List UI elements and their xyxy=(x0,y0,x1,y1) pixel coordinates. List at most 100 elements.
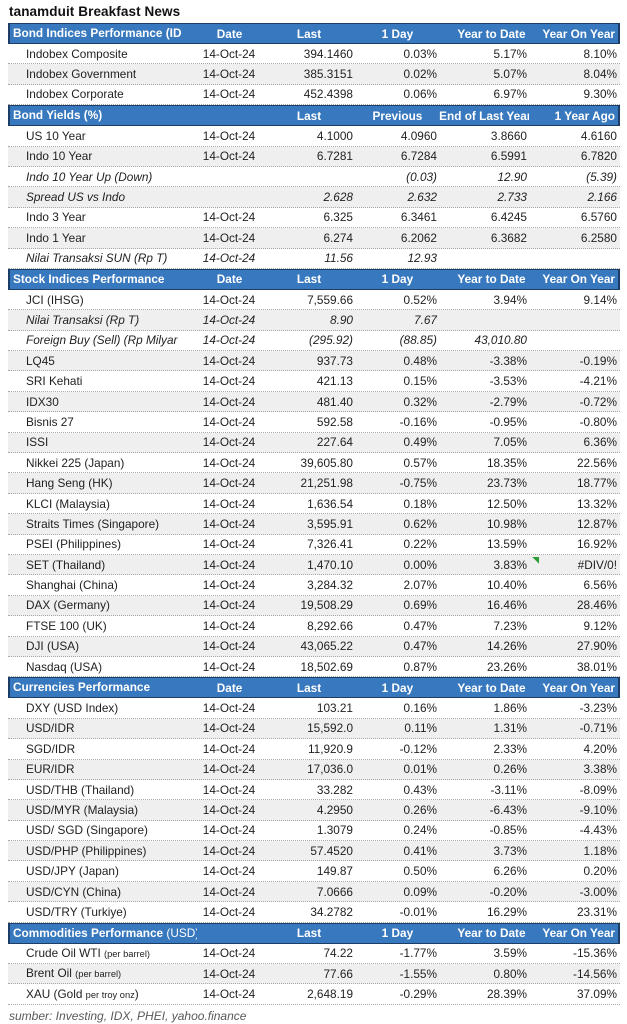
table-row: EUR/IDR 14-Oct-24 17,036.0 0.01% 0.26% 3.38% xyxy=(8,759,620,780)
row-label: Brent Oil xyxy=(26,966,76,981)
cell-date: 14-Oct-24 xyxy=(202,598,256,613)
column-header-cell-col3: Year On Year xyxy=(542,680,615,695)
row-label: DJI (USA) xyxy=(26,639,80,654)
cell-name: USD/JPY (Japan) xyxy=(8,861,196,881)
cell-col3: -15.36% xyxy=(573,946,617,961)
section-header-label: Bond Yields (%) xyxy=(10,106,197,125)
cell-col2: 12.90 xyxy=(497,169,527,184)
cell-date: 14-Oct-24 xyxy=(202,823,256,838)
cell-col2: 6.3682 xyxy=(490,230,527,245)
cell-name: ISSI xyxy=(8,432,196,452)
table-row: USD/ SGD (Singapore) 14-Oct-24 1.3079 0.24%… xyxy=(8,820,620,842)
cell-name: Straits Times (Singapore) xyxy=(8,514,196,534)
cell-name: SGD/IDR xyxy=(8,739,196,759)
table-row: USD/IDR 14-Oct-24 15,592.0 0.11% 1.31% -0.71% xyxy=(8,718,620,740)
cell-date: 14-Oct-24 xyxy=(202,230,256,245)
cell-last: 57.4520 xyxy=(310,843,353,858)
cell-last: 4.1000 xyxy=(316,128,353,143)
section-header-stock-indices: Stock Indices Performance Date Last 1 Day Ye… xyxy=(8,268,620,290)
cell-col1: -0.29% xyxy=(399,987,437,1002)
cell-col2: 13.59% xyxy=(486,537,527,552)
table-row: DAX (Germany) 14-Oct-24 19,508.29 0.69% 16.4… xyxy=(8,595,620,617)
cell-date: 14-Oct-24 xyxy=(202,966,256,981)
row-label: Indobex Composite xyxy=(26,46,128,61)
cell-col3: 9.30% xyxy=(583,87,617,102)
cell-last: 33.282 xyxy=(316,782,353,797)
row-label: Spread US vs Indo xyxy=(26,190,126,205)
cell-col1: (0.03) xyxy=(406,169,437,184)
row-label: Straits Times (Singapore) xyxy=(26,516,160,531)
cell-col3: -9.10% xyxy=(579,802,617,817)
cell-last: 21,251.98 xyxy=(300,476,353,491)
row-label: USD/CYN (China) xyxy=(26,884,122,899)
cell-col2: 3.94% xyxy=(493,292,527,307)
cell-date: 14-Oct-24 xyxy=(202,394,256,409)
cell-col2: 14.26% xyxy=(486,639,527,654)
column-header-cell-col2: Year to Date xyxy=(457,680,526,695)
row-label: PSEI (Philippines) xyxy=(26,537,122,552)
row-label-small: (per barrel) xyxy=(75,969,122,980)
cell-col2: 10.40% xyxy=(486,578,527,593)
row-label: Indobex Corporate xyxy=(26,87,124,102)
cell-col3: 6.56% xyxy=(583,578,617,593)
column-header-cell-last: Last xyxy=(296,26,322,41)
cell-name: Indo 1 Year xyxy=(8,228,196,248)
cell-date: 14-Oct-24 xyxy=(202,741,256,756)
cell-last: 6.274 xyxy=(323,230,353,245)
cell-date: 14-Oct-24 xyxy=(202,149,256,164)
cell-name: USD/MYR (Malaysia) xyxy=(8,800,196,820)
cell-col3: -14.56% xyxy=(573,966,617,981)
column-header-cell-col1: 1 Day xyxy=(381,926,414,941)
row-label: Nikkei 225 (Japan) xyxy=(26,455,125,470)
cell-col3: 27.90% xyxy=(576,639,617,654)
cell-col1: 0.62% xyxy=(403,516,437,531)
row-label: KLCI (Malaysia) xyxy=(26,496,110,511)
cell-last: 421.13 xyxy=(316,374,353,389)
row-label: USD/ SGD (Singapore) xyxy=(26,823,148,838)
cell-col1: 7.67 xyxy=(414,313,437,327)
section-header-suffix: (USD) xyxy=(166,925,197,940)
row-label: DXY (USD Index) xyxy=(26,701,119,716)
cell-date: 14-Oct-24 xyxy=(202,128,256,143)
cell-col3: 23.31% xyxy=(576,904,617,919)
cell-last: 1.3079 xyxy=(316,823,353,838)
table-row: Indo 10 Year 14-Oct-24 6.7281 6.7284 6.5991 6… xyxy=(8,146,620,167)
table-row: USD/JPY (Japan) 14-Oct-24 149.87 0.50% 6.26%… xyxy=(8,861,620,882)
cell-date: 14-Oct-24 xyxy=(202,251,256,266)
column-header-cell-col3: Year On Year xyxy=(542,926,615,941)
cell-last: 1,636.54 xyxy=(307,496,353,511)
cell-name: Crude Oil WTI (per barrel) xyxy=(8,943,196,964)
cell-name: LQ45 xyxy=(8,351,196,371)
cell-col1: 0.50% xyxy=(403,864,437,879)
cell-last: 7,559.66 xyxy=(307,292,353,307)
cell-col1: -1.77% xyxy=(399,946,437,961)
column-header-cell-last: Last xyxy=(296,680,322,695)
cell-date: 14-Oct-24 xyxy=(202,414,256,429)
row-label-small: per troy onz xyxy=(85,989,135,1000)
column-header-cell-col1: 1 Day xyxy=(381,680,414,695)
cell-name: Indobex Government xyxy=(8,64,196,84)
cell-date: 14-Oct-24 xyxy=(202,333,256,348)
cell-date: 14-Oct-24 xyxy=(202,496,256,511)
table-row: Foreign Buy (Sell) (Rp Milyar 14-Oct-24 (2… xyxy=(8,330,620,352)
cell-name: DAX (Germany) xyxy=(8,595,196,615)
table-row: JCI (IHSG) 14-Oct-24 7,559.66 0.52% 3.94% 9.1… xyxy=(8,289,620,311)
cell-col2: 7.05% xyxy=(493,435,527,450)
cell-col1: 0.16% xyxy=(403,701,437,716)
cell-col3: 16.92% xyxy=(576,537,617,552)
cell-col3: 6.5760 xyxy=(580,210,617,225)
cell-col2: 3.59% xyxy=(493,946,527,961)
section-header-currencies: Currencies Performance Date Last 1 Day Year … xyxy=(8,677,620,699)
cell-name: USD/IDR xyxy=(8,718,196,738)
cell-last: 149.87 xyxy=(316,864,353,879)
row-label: Nilai Transaksi SUN (Rp T) xyxy=(26,251,168,266)
table-row: USD/TRY (Turkiye) 14-Oct-24 34.2782 -0.01% 1… xyxy=(8,902,620,923)
cell-last: 34.2782 xyxy=(310,904,353,919)
section-header-label: Commodities Performance (USD) xyxy=(10,924,197,943)
column-header-cell-col3: Year On Year xyxy=(542,272,615,287)
cell-col1: 0.52% xyxy=(403,292,437,307)
cell-col3: 8.04% xyxy=(583,67,617,82)
cell-col1: 0.02% xyxy=(403,67,437,82)
cell-name: Indo 10 Year Up (Down) xyxy=(8,167,196,187)
cell-col2: 16.29% xyxy=(486,904,527,919)
